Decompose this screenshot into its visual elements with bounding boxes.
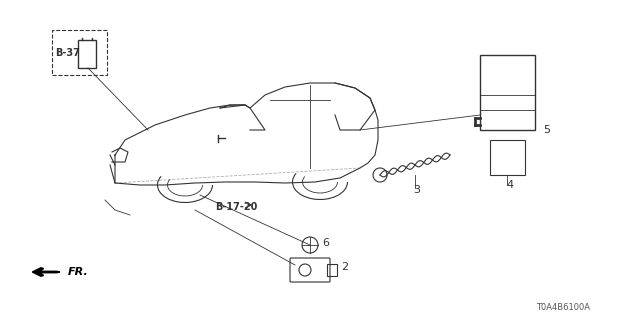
Text: 4: 4 xyxy=(506,180,513,190)
Text: FR.: FR. xyxy=(68,267,89,277)
Text: T0A4B6100A: T0A4B6100A xyxy=(536,303,590,313)
Text: B-37: B-37 xyxy=(55,48,80,58)
Text: 5: 5 xyxy=(543,125,550,135)
Text: 3: 3 xyxy=(413,185,420,195)
Text: 6: 6 xyxy=(322,238,329,248)
Text: B-17-20: B-17-20 xyxy=(215,202,257,212)
Text: 2: 2 xyxy=(341,262,348,272)
